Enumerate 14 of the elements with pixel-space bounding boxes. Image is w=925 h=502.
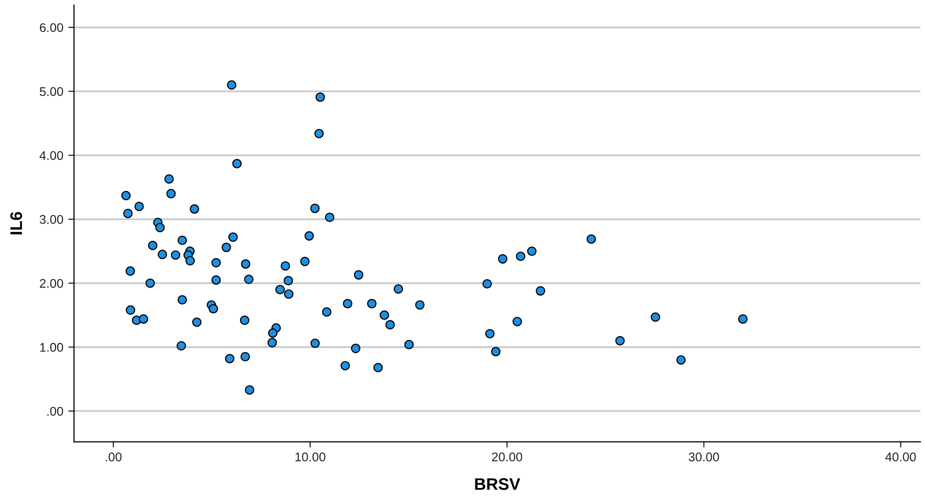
y-tick-label: 1.00 bbox=[40, 342, 64, 352]
y-tick-label: 2.00 bbox=[40, 278, 64, 288]
x-tick-label: 10.00 bbox=[296, 452, 326, 462]
y-tick-label: .00 bbox=[47, 406, 64, 416]
y-tick-label: 5.00 bbox=[40, 87, 64, 96]
x-tick-label: 40.00 bbox=[885, 452, 916, 462]
y-axis-title: IL6 bbox=[10, 212, 22, 234]
x-tick-label: .00 bbox=[106, 452, 122, 462]
y-tick-label: 6.00 bbox=[40, 23, 64, 32]
x-tick-label: 20.00 bbox=[492, 452, 522, 462]
y-tick-label: 4.00 bbox=[40, 151, 64, 160]
x-axis-title: BRSV bbox=[475, 478, 520, 490]
x-tick-label: 30.00 bbox=[688, 452, 720, 462]
y-tick-label: 3.00 bbox=[40, 215, 64, 224]
